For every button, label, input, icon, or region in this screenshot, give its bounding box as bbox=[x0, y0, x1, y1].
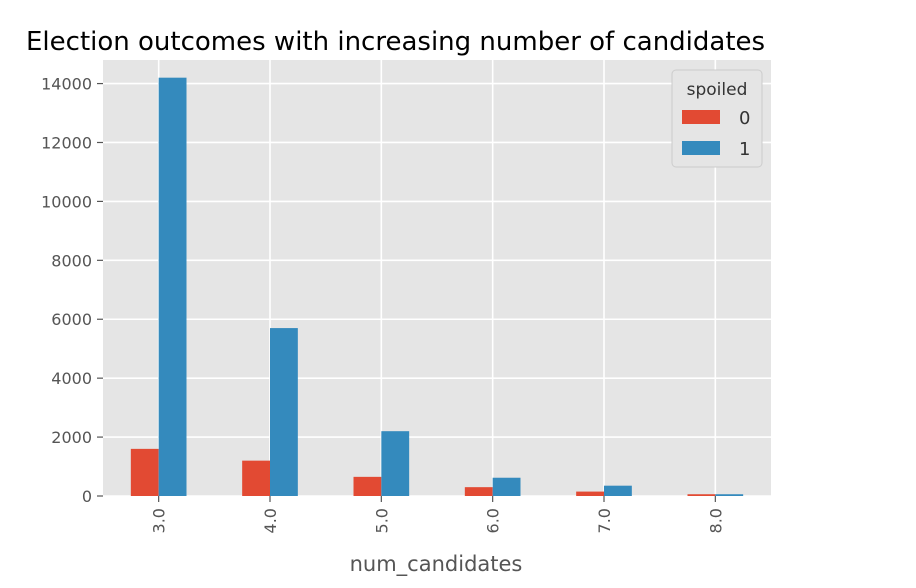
bar-series-0-6.0 bbox=[464, 487, 493, 496]
y-tick-label: 8000 bbox=[51, 251, 92, 270]
legend-label-0: 0 bbox=[739, 108, 750, 129]
legend: spoiled 0 1 bbox=[671, 69, 763, 168]
bar-series-0-4.0 bbox=[242, 460, 270, 496]
bars bbox=[130, 77, 744, 497]
x-tick-label: 8.0 bbox=[706, 508, 725, 533]
x-tick-label: 5.0 bbox=[372, 508, 391, 533]
x-axis-label: num_candidates bbox=[350, 552, 523, 577]
bar-series-1-8.0 bbox=[715, 494, 744, 496]
x-tick-label: 4.0 bbox=[261, 508, 280, 533]
y-tick-label: 12000 bbox=[41, 133, 92, 152]
legend-swatch-1 bbox=[682, 141, 720, 155]
x-tick-label: 6.0 bbox=[484, 508, 503, 533]
y-tick-label: 2000 bbox=[51, 428, 92, 447]
y-axis-ticks: 0 2000 4000 6000 8000 10000 12000 14000 bbox=[41, 75, 103, 506]
y-tick-label: 6000 bbox=[51, 310, 92, 329]
grid bbox=[103, 60, 771, 497]
x-tick-label: 7.0 bbox=[595, 508, 614, 533]
y-tick-label: 14000 bbox=[41, 75, 92, 94]
bar-series-0-8.0 bbox=[687, 494, 716, 496]
bar-series-1-5.0 bbox=[381, 431, 410, 496]
chart-title: Election outcomes with increasing number… bbox=[26, 27, 765, 57]
plot-area bbox=[103, 60, 771, 496]
legend-title: spoiled bbox=[687, 80, 748, 100]
bar-series-1-6.0 bbox=[492, 477, 521, 496]
bar-series-0-5.0 bbox=[353, 476, 382, 496]
y-tick-label: 0 bbox=[82, 487, 92, 506]
bar-series-0-7.0 bbox=[576, 491, 604, 496]
bar-series-0-3.0 bbox=[130, 448, 159, 496]
bar-series-1-7.0 bbox=[604, 485, 632, 496]
legend-swatch-0 bbox=[682, 110, 720, 124]
x-axis-ticks: 3.0 4.0 5.0 6.0 7.0 8.0 bbox=[150, 496, 725, 533]
bar-series-1-4.0 bbox=[270, 328, 298, 496]
x-tick-label: 3.0 bbox=[150, 508, 169, 533]
y-tick-label: 10000 bbox=[41, 192, 92, 211]
bar-series-1-3.0 bbox=[158, 77, 187, 497]
y-tick-label: 4000 bbox=[51, 369, 92, 388]
legend-label-1: 1 bbox=[739, 139, 750, 160]
